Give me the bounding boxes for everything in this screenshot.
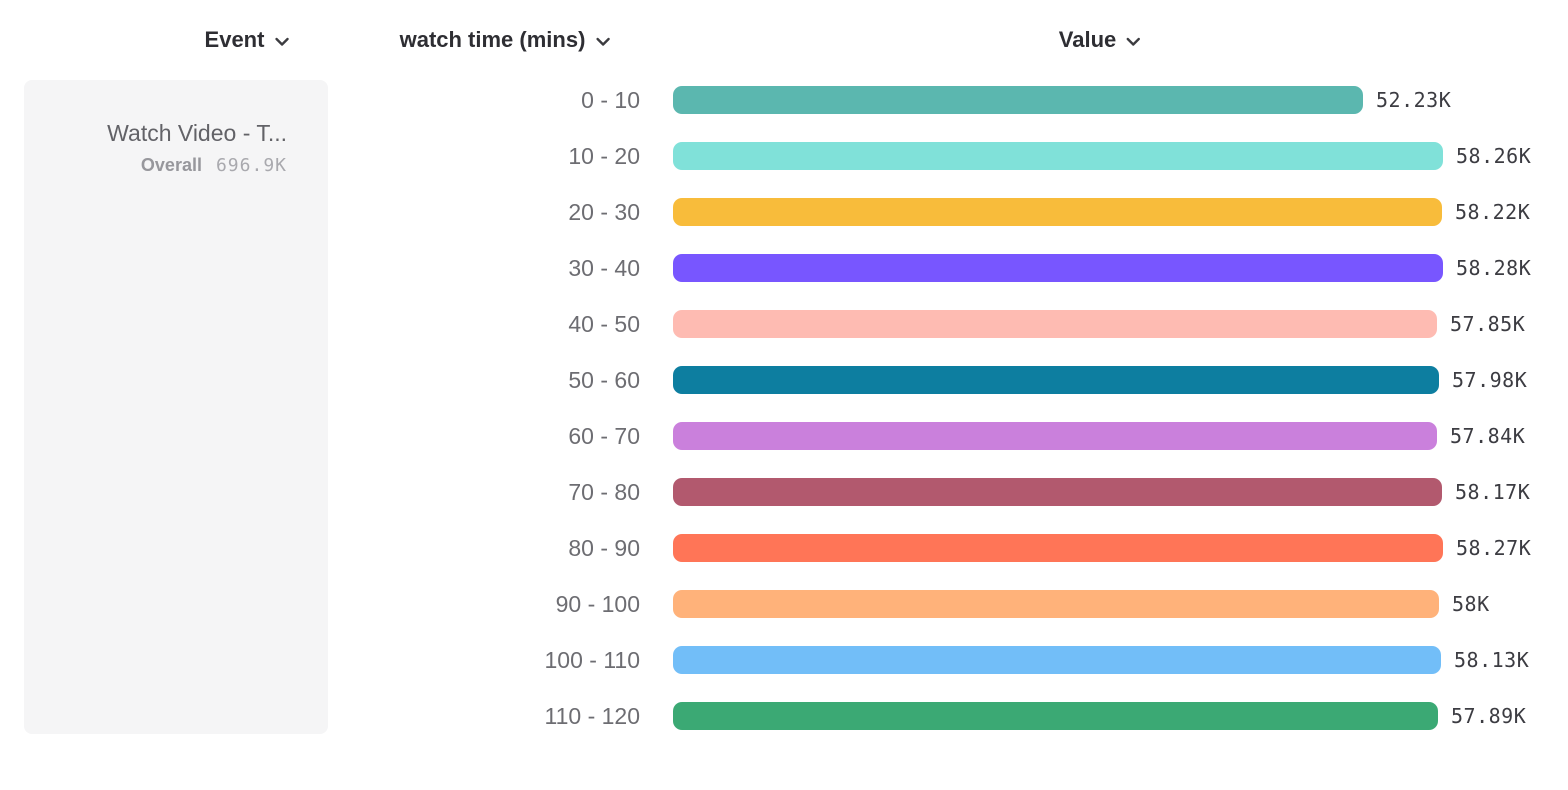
bar[interactable] — [673, 254, 1443, 282]
chart-row: 50 - 60 57.98K — [0, 366, 1568, 394]
chart-row: 20 - 30 58.22K — [0, 198, 1568, 226]
bar[interactable] — [673, 590, 1439, 618]
chevron-down-icon — [274, 37, 289, 47]
column-header-breakdown-label: watch time (mins) — [399, 27, 586, 52]
bar[interactable] — [673, 702, 1438, 730]
bar[interactable] — [673, 534, 1443, 562]
legend-entry: Watch Video - T... Overall 696.9K — [107, 118, 287, 176]
chart-row: 80 - 90 58.27K — [0, 534, 1568, 562]
chart-row: 40 - 50 57.85K — [0, 310, 1568, 338]
column-header-event-label: Event — [204, 27, 265, 52]
bar[interactable] — [673, 478, 1442, 506]
category-label: 70 - 80 — [568, 479, 640, 505]
category-label: 10 - 20 — [568, 143, 640, 169]
overall-line: Overall 696.9K — [107, 155, 287, 176]
chevron-down-icon — [1126, 37, 1141, 47]
category-label: 110 - 120 — [544, 703, 640, 729]
value-label: 58K — [1452, 592, 1490, 616]
chart-row: 70 - 80 58.17K — [0, 478, 1568, 506]
column-header-value-label: Value — [1058, 27, 1117, 52]
chart-row: 100 - 110 58.13K — [0, 646, 1568, 674]
category-label: 100 - 110 — [544, 647, 640, 673]
bar[interactable] — [673, 422, 1437, 450]
chart-row: 30 - 40 58.28K — [0, 254, 1568, 282]
value-label: 58.28K — [1456, 256, 1532, 280]
value-label: 52.23K — [1376, 88, 1452, 112]
value-label: 57.84K — [1450, 424, 1526, 448]
bar[interactable] — [673, 198, 1442, 226]
value-label: 57.98K — [1452, 368, 1528, 392]
column-header-breakdown[interactable]: watch time (mins) — [400, 27, 611, 53]
category-label: 50 - 60 — [568, 367, 640, 393]
value-label: 58.17K — [1455, 480, 1531, 504]
category-label: 90 - 100 — [555, 591, 640, 617]
bar[interactable] — [673, 310, 1437, 338]
chart-row: 0 - 10 52.23K — [0, 86, 1568, 114]
chart-row: 10 - 20 58.26K — [0, 142, 1568, 170]
chart-row: 60 - 70 57.84K — [0, 422, 1568, 450]
category-label: 60 - 70 — [568, 423, 640, 449]
value-label: 57.85K — [1450, 312, 1526, 336]
bar[interactable] — [673, 366, 1439, 394]
chart-row: 90 - 100 58K — [0, 590, 1568, 618]
value-label: 58.27K — [1456, 536, 1532, 560]
category-label: 40 - 50 — [568, 311, 640, 337]
event-legend-card[interactable]: Watch Video - T... Overall 696.9K — [24, 80, 328, 734]
bar[interactable] — [673, 86, 1363, 114]
chevron-down-icon — [595, 37, 610, 47]
category-label: 30 - 40 — [568, 255, 640, 281]
value-label: 57.89K — [1451, 704, 1527, 728]
event-name: Watch Video - T... — [107, 120, 287, 146]
bar[interactable] — [673, 142, 1443, 170]
chart-row: 110 - 120 57.89K — [0, 702, 1568, 730]
category-label: 20 - 30 — [568, 199, 640, 225]
value-label: 58.13K — [1454, 648, 1530, 672]
bar[interactable] — [673, 646, 1441, 674]
column-header-event[interactable]: Event — [205, 27, 290, 53]
category-label: 80 - 90 — [568, 535, 640, 561]
overall-label: Overall — [140, 155, 202, 175]
value-label: 58.26K — [1456, 144, 1532, 168]
column-header-value[interactable]: Value — [1059, 27, 1141, 53]
overall-value: 696.9K — [215, 155, 287, 176]
category-label: 0 - 10 — [581, 87, 640, 113]
value-label: 58.22K — [1455, 200, 1531, 224]
